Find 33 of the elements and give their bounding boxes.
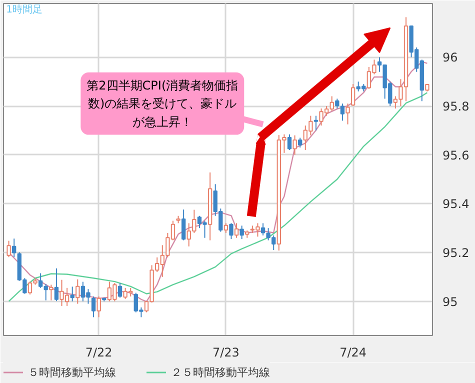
- y-tick-label: 96: [442, 50, 458, 65]
- candlestick: [91, 296, 96, 318]
- legend-label: ５時間移動平均線: [28, 364, 116, 380]
- x-tick-label: 7/24: [340, 346, 367, 360]
- y-tick-label: 95.6: [442, 148, 470, 162]
- annotation: 第2四半期CPI(消費者物価指数)の結果を受けて、豪ドルが急上昇！: [86, 78, 238, 129]
- candlestick: [76, 278, 80, 304]
- candlestick: [70, 286, 74, 302]
- y-tick-label: 95.8: [442, 100, 470, 114]
- candlestick: [96, 296, 101, 318]
- y-tick-label: 95.4: [442, 197, 470, 212]
- legend-label: ２５時間移動平均線: [171, 364, 270, 380]
- candlestick: [287, 134, 292, 150]
- candlestick: [54, 268, 59, 302]
- candlestick: [314, 115, 318, 131]
- x-tick-label: 7/22: [85, 346, 112, 360]
- candlestick: [6, 240, 11, 258]
- candlestick: [240, 225, 244, 240]
- candlestick: [118, 282, 122, 298]
- candlestick: [12, 238, 16, 258]
- candlestick: [229, 222, 234, 240]
- y-tick-label: 95: [442, 294, 458, 309]
- candlestick: [346, 103, 350, 125]
- candlestick: [350, 84, 356, 107]
- candlestick: [224, 222, 228, 234]
- y-tick-label: 95.2: [442, 246, 470, 260]
- candlestick: [292, 134, 297, 156]
- candlestick: [298, 137, 302, 148]
- candlestick: [49, 284, 54, 301]
- candlestick: [234, 222, 239, 238]
- candlestick: [181, 209, 186, 241]
- x-tick-label: 7/23: [212, 346, 240, 360]
- annotation: 1時間足: [6, 4, 43, 16]
